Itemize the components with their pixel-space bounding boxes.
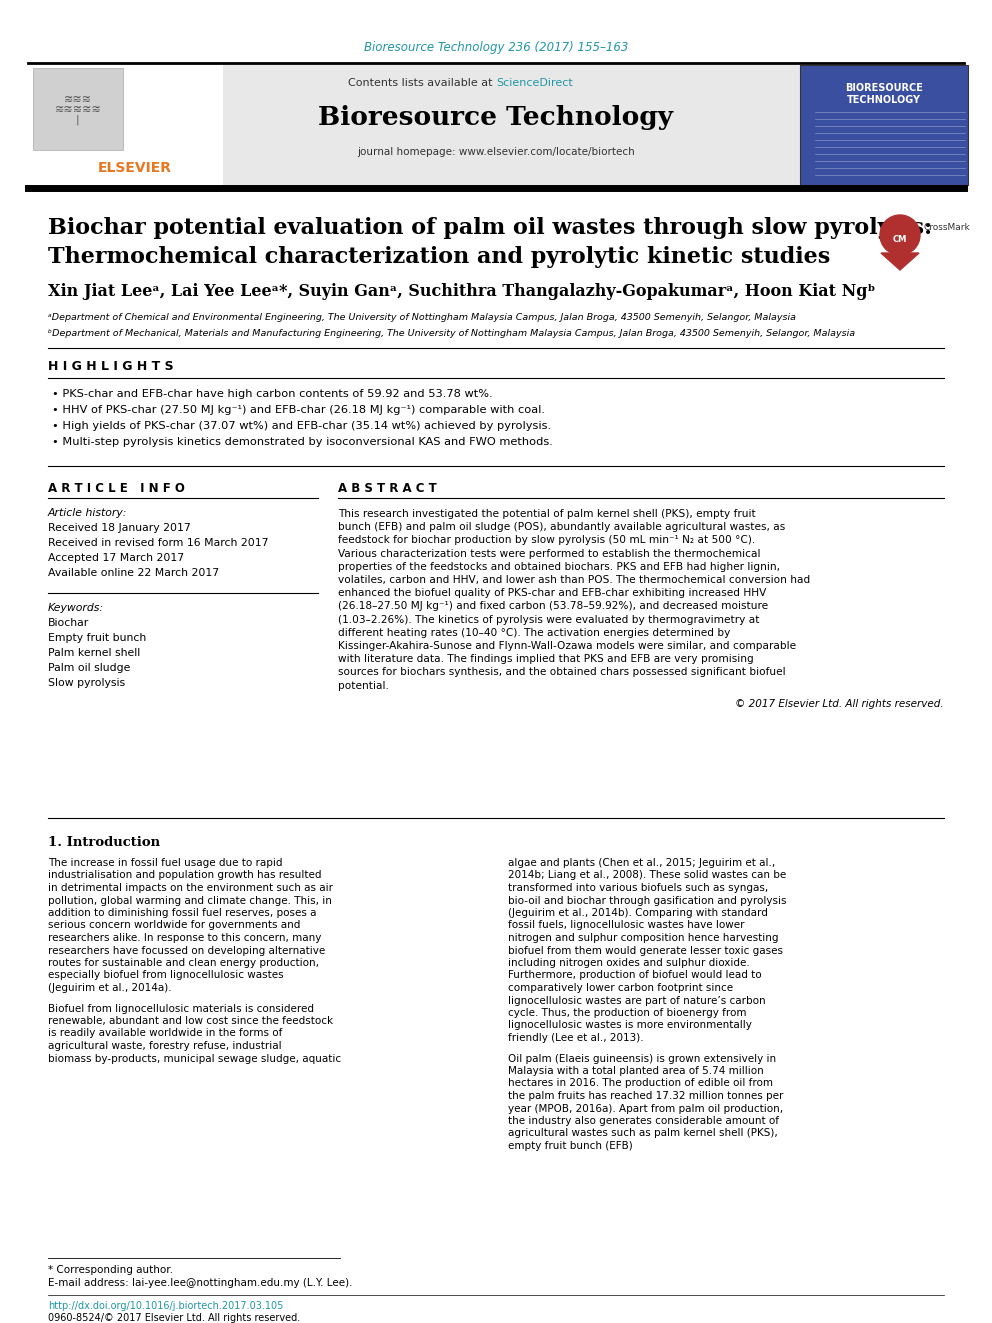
Text: * Corresponding author.: * Corresponding author. (48, 1265, 173, 1275)
Text: 2014b; Liang et al., 2008). These solid wastes can be: 2014b; Liang et al., 2008). These solid … (508, 871, 787, 881)
Text: different heating rates (10–40 °C). The activation energies determined by: different heating rates (10–40 °C). The … (338, 628, 730, 638)
Text: volatiles, carbon and HHV, and lower ash than POS. The thermochemical conversion: volatiles, carbon and HHV, and lower ash… (338, 576, 810, 585)
Polygon shape (881, 253, 919, 270)
Text: (Jeguirim et al., 2014a).: (Jeguirim et al., 2014a). (48, 983, 172, 994)
Text: agricultural waste, forestry refuse, industrial: agricultural waste, forestry refuse, ind… (48, 1041, 282, 1050)
Text: the palm fruits has reached 17.32 million tonnes per: the palm fruits has reached 17.32 millio… (508, 1091, 784, 1101)
Text: potential.: potential. (338, 680, 389, 691)
Text: ELSEVIER: ELSEVIER (98, 161, 172, 175)
Bar (28, 65, 223, 185)
Bar (800, 65, 968, 185)
Text: agricultural wastes such as palm kernel shell (PKS),: agricultural wastes such as palm kernel … (508, 1129, 778, 1139)
Text: • PKS-char and EFB-char have high carbon contents of 59.92 and 53.78 wt%.: • PKS-char and EFB-char have high carbon… (52, 389, 493, 400)
Text: A R T I C L E   I N F O: A R T I C L E I N F O (48, 482, 185, 495)
Text: bio-oil and biochar through gasification and pyrolysis: bio-oil and biochar through gasification… (508, 896, 787, 905)
Text: feedstock for biochar production by slow pyrolysis (50 mL min⁻¹ N₂ at 500 °C).: feedstock for biochar production by slow… (338, 536, 755, 545)
Text: TECHNOLOGY: TECHNOLOGY (847, 95, 921, 105)
Text: biomass by-products, municipal sewage sludge, aquatic: biomass by-products, municipal sewage sl… (48, 1053, 341, 1064)
Text: with literature data. The findings implied that PKS and EFB are very promising: with literature data. The findings impli… (338, 654, 754, 664)
Text: researchers have focussed on developing alternative: researchers have focussed on developing … (48, 946, 325, 955)
Text: including nitrogen oxides and sulphur dioxide.: including nitrogen oxides and sulphur di… (508, 958, 750, 968)
Text: Palm oil sludge: Palm oil sludge (48, 663, 130, 673)
Text: (1.03–2.26%). The kinetics of pyrolysis were evaluated by thermogravimetry at: (1.03–2.26%). The kinetics of pyrolysis … (338, 615, 760, 624)
Text: Xin Jiat Leeᵃ, Lai Yee Leeᵃ*, Suyin Ganᵃ, Suchithra Thangalazhy-Gopakumarᵃ, Hoon: Xin Jiat Leeᵃ, Lai Yee Leeᵃ*, Suyin Ganᵃ… (48, 283, 875, 300)
Text: renewable, abundant and low cost since the feedstock: renewable, abundant and low cost since t… (48, 1016, 333, 1027)
Text: bunch (EFB) and palm oil sludge (POS), abundantly available agricultural wastes,: bunch (EFB) and palm oil sludge (POS), a… (338, 523, 786, 532)
Text: ᵃDepartment of Chemical and Environmental Engineering, The University of Notting: ᵃDepartment of Chemical and Environmenta… (48, 314, 796, 323)
Text: Empty fruit bunch: Empty fruit bunch (48, 632, 146, 643)
Text: Kissinger-Akahira-Sunose and Flynn-Wall-Ozawa models were similar, and comparabl: Kissinger-Akahira-Sunose and Flynn-Wall-… (338, 642, 797, 651)
Text: Keywords:: Keywords: (48, 603, 104, 613)
Text: ScienceDirect: ScienceDirect (496, 78, 572, 89)
Text: Various characterization tests were performed to establish the thermochemical: Various characterization tests were perf… (338, 549, 761, 558)
Bar (33, 67, 123, 149)
Text: Received in revised form 16 March 2017: Received in revised form 16 March 2017 (48, 538, 269, 548)
Text: BIORESOURCE: BIORESOURCE (845, 83, 923, 93)
Text: cycle. Thus, the production of bioenergy from: cycle. Thus, the production of bioenergy… (508, 1008, 747, 1017)
Text: Received 18 January 2017: Received 18 January 2017 (48, 523, 190, 533)
Text: Bioresource Technology 236 (2017) 155–163: Bioresource Technology 236 (2017) 155–16… (364, 41, 628, 54)
Text: serious concern worldwide for governments and: serious concern worldwide for government… (48, 921, 301, 930)
Text: Palm kernel shell: Palm kernel shell (48, 648, 140, 658)
Text: ᵇDepartment of Mechanical, Materials and Manufacturing Engineering, The Universi: ᵇDepartment of Mechanical, Materials and… (48, 328, 855, 337)
Text: addition to diminishing fossil fuel reserves, poses a: addition to diminishing fossil fuel rese… (48, 908, 316, 918)
Text: routes for sustainable and clean energy production,: routes for sustainable and clean energy … (48, 958, 319, 968)
Text: This research investigated the potential of palm kernel shell (PKS), empty fruit: This research investigated the potential… (338, 509, 756, 519)
Text: lignocellulosic wastes is more environmentally: lignocellulosic wastes is more environme… (508, 1020, 752, 1031)
Text: industrialisation and population growth has resulted: industrialisation and population growth … (48, 871, 321, 881)
Text: lignocellulosic wastes are part of nature’s carbon: lignocellulosic wastes are part of natur… (508, 995, 766, 1005)
Text: empty fruit bunch (EFB): empty fruit bunch (EFB) (508, 1140, 633, 1151)
Text: Oil palm (Elaeis guineensis) is grown extensively in: Oil palm (Elaeis guineensis) is grown ex… (508, 1053, 776, 1064)
Text: in detrimental impacts on the environment such as air: in detrimental impacts on the environmen… (48, 882, 333, 893)
Text: E-mail address: lai-yee.lee@nottingham.edu.my (L.Y. Lee).: E-mail address: lai-yee.lee@nottingham.e… (48, 1278, 352, 1289)
Text: comparatively lower carbon footprint since: comparatively lower carbon footprint sin… (508, 983, 733, 994)
Text: Article history:: Article history: (48, 508, 127, 519)
Text: friendly (Lee et al., 2013).: friendly (Lee et al., 2013). (508, 1033, 644, 1043)
Text: CrossMark: CrossMark (923, 224, 970, 233)
Text: the industry also generates considerable amount of: the industry also generates considerable… (508, 1117, 779, 1126)
Text: ≋≋≋
≋≋≋≋≋
  |: ≋≋≋ ≋≋≋≋≋ | (55, 95, 101, 126)
Text: http://dx.doi.org/10.1016/j.biortech.2017.03.105: http://dx.doi.org/10.1016/j.biortech.201… (48, 1301, 284, 1311)
Text: nitrogen and sulphur composition hence harvesting: nitrogen and sulphur composition hence h… (508, 933, 779, 943)
Text: Biochar: Biochar (48, 618, 89, 628)
Text: © 2017 Elsevier Ltd. All rights reserved.: © 2017 Elsevier Ltd. All rights reserved… (735, 699, 944, 709)
Text: hectares in 2016. The production of edible oil from: hectares in 2016. The production of edib… (508, 1078, 773, 1089)
Text: properties of the feedstocks and obtained biochars. PKS and EFB had higher ligni: properties of the feedstocks and obtaine… (338, 562, 780, 572)
Text: Thermochemical characterization and pyrolytic kinetic studies: Thermochemical characterization and pyro… (48, 246, 830, 269)
Text: Biofuel from lignocellulosic materials is considered: Biofuel from lignocellulosic materials i… (48, 1004, 314, 1013)
Text: The increase in fossil fuel usage due to rapid: The increase in fossil fuel usage due to… (48, 859, 283, 868)
Text: Accepted 17 March 2017: Accepted 17 March 2017 (48, 553, 185, 564)
Text: • Multi-step pyrolysis kinetics demonstrated by isoconversional KAS and FWO meth: • Multi-step pyrolysis kinetics demonstr… (52, 437, 553, 447)
Text: enhanced the biofuel quality of PKS-char and EFB-char exhibiting increased HHV: enhanced the biofuel quality of PKS-char… (338, 589, 766, 598)
Circle shape (880, 216, 920, 255)
Text: sources for biochars synthesis, and the obtained chars possessed significant bio: sources for biochars synthesis, and the … (338, 667, 786, 677)
Text: CM: CM (893, 234, 908, 243)
Text: A B S T R A C T: A B S T R A C T (338, 482, 436, 495)
Text: H I G H L I G H T S: H I G H L I G H T S (48, 360, 174, 373)
Text: fossil fuels, lignocellulosic wastes have lower: fossil fuels, lignocellulosic wastes hav… (508, 921, 745, 930)
Text: Furthermore, production of biofuel would lead to: Furthermore, production of biofuel would… (508, 971, 762, 980)
Text: especially biofuel from lignocellulosic wastes: especially biofuel from lignocellulosic … (48, 971, 284, 980)
Text: pollution, global warming and climate change. This, in: pollution, global warming and climate ch… (48, 896, 332, 905)
Text: is readily available worldwide in the forms of: is readily available worldwide in the fo… (48, 1028, 283, 1039)
Text: Contents lists available at: Contents lists available at (348, 78, 496, 89)
Text: biofuel from them would generate lesser toxic gases: biofuel from them would generate lesser … (508, 946, 783, 955)
Text: transformed into various biofuels such as syngas,: transformed into various biofuels such a… (508, 882, 768, 893)
Text: Bioresource Technology: Bioresource Technology (318, 106, 674, 131)
Text: researchers alike. In response to this concern, many: researchers alike. In response to this c… (48, 933, 321, 943)
Text: 0960-8524/© 2017 Elsevier Ltd. All rights reserved.: 0960-8524/© 2017 Elsevier Ltd. All right… (48, 1312, 301, 1323)
Text: 1. Introduction: 1. Introduction (48, 836, 160, 849)
Text: year (MPOB, 2016a). Apart from palm oil production,: year (MPOB, 2016a). Apart from palm oil … (508, 1103, 783, 1114)
Text: (Jeguirim et al., 2014b). Comparing with standard: (Jeguirim et al., 2014b). Comparing with… (508, 908, 768, 918)
Text: (26.18–27.50 MJ kg⁻¹) and fixed carbon (53.78–59.92%), and decreased moisture: (26.18–27.50 MJ kg⁻¹) and fixed carbon (… (338, 602, 768, 611)
Text: algae and plants (Chen et al., 2015; Jeguirim et al.,: algae and plants (Chen et al., 2015; Jeg… (508, 859, 776, 868)
Bar (28, 65, 968, 185)
Text: Biochar potential evaluation of palm oil wastes through slow pyrolysis:: Biochar potential evaluation of palm oil… (48, 217, 932, 239)
Text: • HHV of PKS-char (27.50 MJ kg⁻¹) and EFB-char (26.18 MJ kg⁻¹) comparable with c: • HHV of PKS-char (27.50 MJ kg⁻¹) and EF… (52, 405, 545, 415)
Text: Slow pyrolysis: Slow pyrolysis (48, 677, 125, 688)
Text: journal homepage: www.elsevier.com/locate/biortech: journal homepage: www.elsevier.com/locat… (357, 147, 635, 157)
Text: • High yields of PKS-char (37.07 wt%) and EFB-char (35.14 wt%) achieved by pyrol: • High yields of PKS-char (37.07 wt%) an… (52, 421, 552, 431)
Text: Available online 22 March 2017: Available online 22 March 2017 (48, 568, 219, 578)
Text: Malaysia with a total planted area of 5.74 million: Malaysia with a total planted area of 5.… (508, 1066, 764, 1076)
